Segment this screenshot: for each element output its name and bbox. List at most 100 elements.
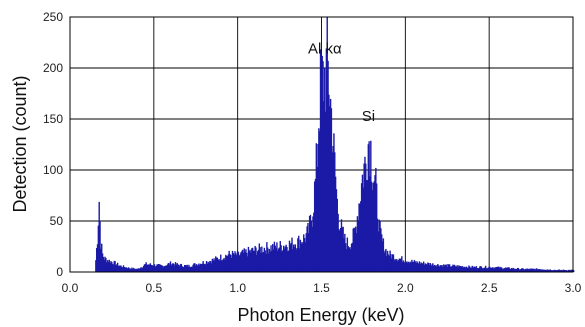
spectrum-bar [477, 267, 479, 272]
spectrum-bar [114, 261, 116, 272]
spectrum-bar [485, 268, 488, 272]
spectrum-bar [483, 267, 485, 272]
spectrum-bar [550, 270, 552, 272]
spectrum-bar [526, 268, 529, 272]
spectrum-bar [486, 268, 489, 272]
spectrum-bar [320, 75, 323, 272]
spectrum-bar [252, 250, 255, 272]
spectrum-bar [117, 266, 120, 272]
spectrum-bar [138, 268, 141, 272]
spectrum-bar [142, 265, 145, 272]
spectrum-bar [222, 259, 224, 272]
spectrum-bar [490, 267, 493, 272]
spectrum-bar [525, 268, 527, 272]
spectrum-bar [300, 243, 302, 272]
spectrum-bar [430, 265, 432, 272]
spectrum-bar [453, 264, 456, 272]
spectrum-bar [401, 262, 404, 272]
spectrum-bar [372, 182, 375, 272]
spectrum-bar [142, 267, 144, 272]
spectrum-bar [204, 264, 207, 272]
spectrum-bar [259, 247, 261, 272]
spectrum-bar [398, 258, 401, 272]
spectrum-bar [191, 266, 193, 272]
spectrum-bar [106, 262, 108, 272]
spectrum-bar [348, 247, 350, 272]
spectrum-bar [448, 264, 450, 272]
spectrum-bar [571, 269, 573, 272]
x-axis-ticks: 0.0 0.5 1.0 1.5 2.0 2.5 3.0 [62, 281, 582, 295]
spectrum-bar [285, 244, 287, 272]
spectrum-bar [237, 251, 240, 272]
spectrum-bar [530, 268, 532, 272]
spectrum-bar [417, 262, 419, 272]
spectrum-bar [304, 242, 307, 272]
spectrum-bar [187, 266, 189, 272]
spectrum-bar [100, 248, 102, 272]
spectrum-bar [255, 247, 257, 272]
peak-annotation: Al kα [308, 41, 342, 58]
spectrum-bar [147, 264, 150, 272]
spectrum-bar [247, 246, 250, 272]
spectrum-bar [468, 265, 470, 272]
spectrum-bar [311, 226, 313, 272]
spectrum-bar [368, 141, 370, 272]
spectrum-bar [316, 166, 318, 272]
spectrum-bar [230, 255, 232, 272]
spectrum-bar [395, 260, 397, 272]
spectrum-bar [401, 256, 403, 272]
spectrum-bar [532, 268, 535, 272]
spectrum-bar [309, 214, 312, 272]
spectrum-bar [135, 268, 137, 272]
spectrum-bar [171, 263, 173, 272]
spectrum-bar [554, 270, 556, 272]
spectrum-bar [373, 181, 375, 272]
spectrum-bar [444, 264, 447, 272]
spectrum-bar [366, 180, 369, 272]
spectrum-bar [254, 245, 256, 272]
spectrum-bar [144, 264, 147, 272]
spectrum-bar [159, 264, 162, 272]
spectrum-bar [336, 198, 338, 272]
spectrum-bar [522, 268, 525, 272]
spectrum-bar [140, 267, 142, 272]
spectrum-bar [453, 265, 455, 272]
spectrum-bar [261, 246, 263, 272]
spectrum-bar [407, 262, 409, 272]
spectrum-bar [102, 256, 105, 272]
spectrum-bar [219, 260, 221, 272]
spectrum-bar [519, 269, 521, 272]
spectrum-bar [128, 268, 131, 272]
spectrum-bar [177, 264, 179, 272]
spectrum-bar [449, 266, 452, 272]
y-tick-label: 250 [43, 10, 63, 24]
y-tick-label: 200 [43, 61, 63, 75]
spectrum-bar [402, 260, 405, 272]
spectrum-bar [189, 266, 191, 272]
spectrum-bar [460, 266, 463, 272]
spectrum-bar [194, 265, 197, 272]
spectrum-bar [399, 258, 401, 272]
spectrum-bar [295, 249, 297, 272]
spectrum-bar [415, 263, 417, 272]
spectrum-bar [337, 213, 339, 272]
spectrum-bar [381, 241, 384, 272]
spectrum-bar [143, 264, 146, 272]
spectrum-bar [551, 270, 553, 272]
spectrum-bar [353, 227, 355, 272]
spectrum-bar [271, 250, 273, 272]
spectrum-bar [365, 163, 367, 272]
spectrum-bar [301, 241, 303, 272]
spectrum-bar [350, 249, 352, 272]
spectrum-bar [442, 266, 444, 272]
spectrum-bar [400, 258, 402, 272]
spectrum-bar [112, 264, 115, 272]
spectrum-bar [544, 269, 546, 272]
spectrum-bar [136, 269, 138, 272]
spectrum-bar [498, 268, 500, 272]
spectrum-bar [141, 267, 143, 272]
x-tick-label: 2.5 [481, 281, 498, 295]
spectrum-bar [287, 251, 289, 272]
spectrum-bar [137, 268, 139, 272]
spectrum-bar [158, 264, 160, 272]
